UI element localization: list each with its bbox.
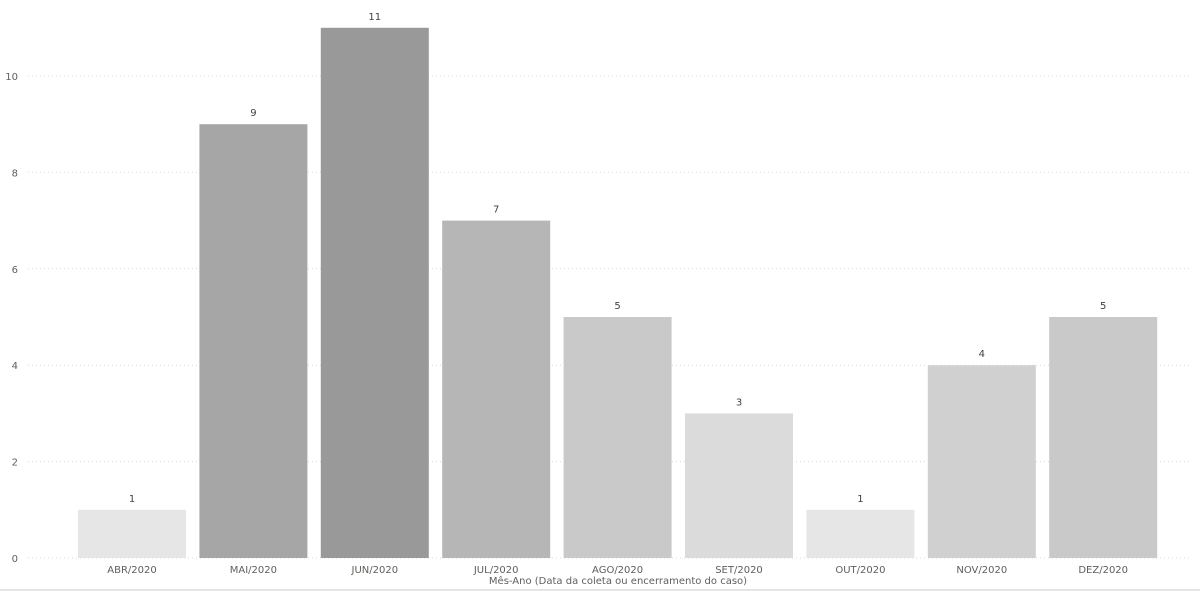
data-label: 5: [1100, 301, 1106, 312]
data-label: 1: [857, 494, 863, 505]
y-tick-label: 0: [12, 554, 18, 565]
data-label: 9: [250, 108, 256, 119]
x-tick-label: OUT/2020: [835, 565, 885, 576]
bar[interactable]: [442, 220, 551, 558]
x-tick-label: JUL/2020: [473, 565, 519, 576]
y-tick-label: 6: [12, 265, 18, 276]
bars: [78, 27, 1158, 559]
x-axis: ABR/2020 MAI/2020 JUN/2020 JUL/2020 AGO/2020…: [107, 565, 1128, 576]
x-tick-label: AGO/2020: [592, 565, 643, 576]
data-label: 4: [979, 349, 985, 360]
data-label: 3: [736, 397, 742, 408]
bar[interactable]: [78, 509, 186, 558]
y-tick-label: 10: [5, 72, 18, 83]
data-labels: 1 9 11 7 5 3 1 4 5: [129, 12, 1107, 505]
bar[interactable]: [806, 509, 915, 558]
bar[interactable]: [563, 317, 672, 558]
y-axis: 0 2 4 6 8 10: [5, 72, 18, 565]
data-label: 7: [493, 205, 499, 216]
x-axis-title: Mês-Ano (Data da coleta ou encerramento …: [489, 575, 747, 587]
y-tick-label: 4: [12, 361, 18, 372]
bar[interactable]: [320, 27, 429, 559]
bar[interactable]: [199, 124, 308, 558]
bar[interactable]: [927, 365, 1036, 558]
data-label: 11: [368, 12, 381, 23]
x-tick-label: NOV/2020: [956, 565, 1007, 576]
data-label: 1: [129, 494, 135, 505]
y-tick-label: 8: [12, 168, 18, 179]
bar[interactable]: [1049, 317, 1158, 558]
x-tick-label: MAI/2020: [230, 565, 277, 576]
bar[interactable]: [685, 413, 793, 558]
y-tick-label: 2: [12, 458, 18, 469]
data-label: 5: [614, 301, 620, 312]
x-tick-label: SET/2020: [715, 565, 763, 576]
x-tick-label: JUN/2020: [351, 565, 399, 576]
x-tick-label: ABR/2020: [107, 565, 156, 576]
x-tick-label: DEZ/2020: [1078, 565, 1128, 576]
